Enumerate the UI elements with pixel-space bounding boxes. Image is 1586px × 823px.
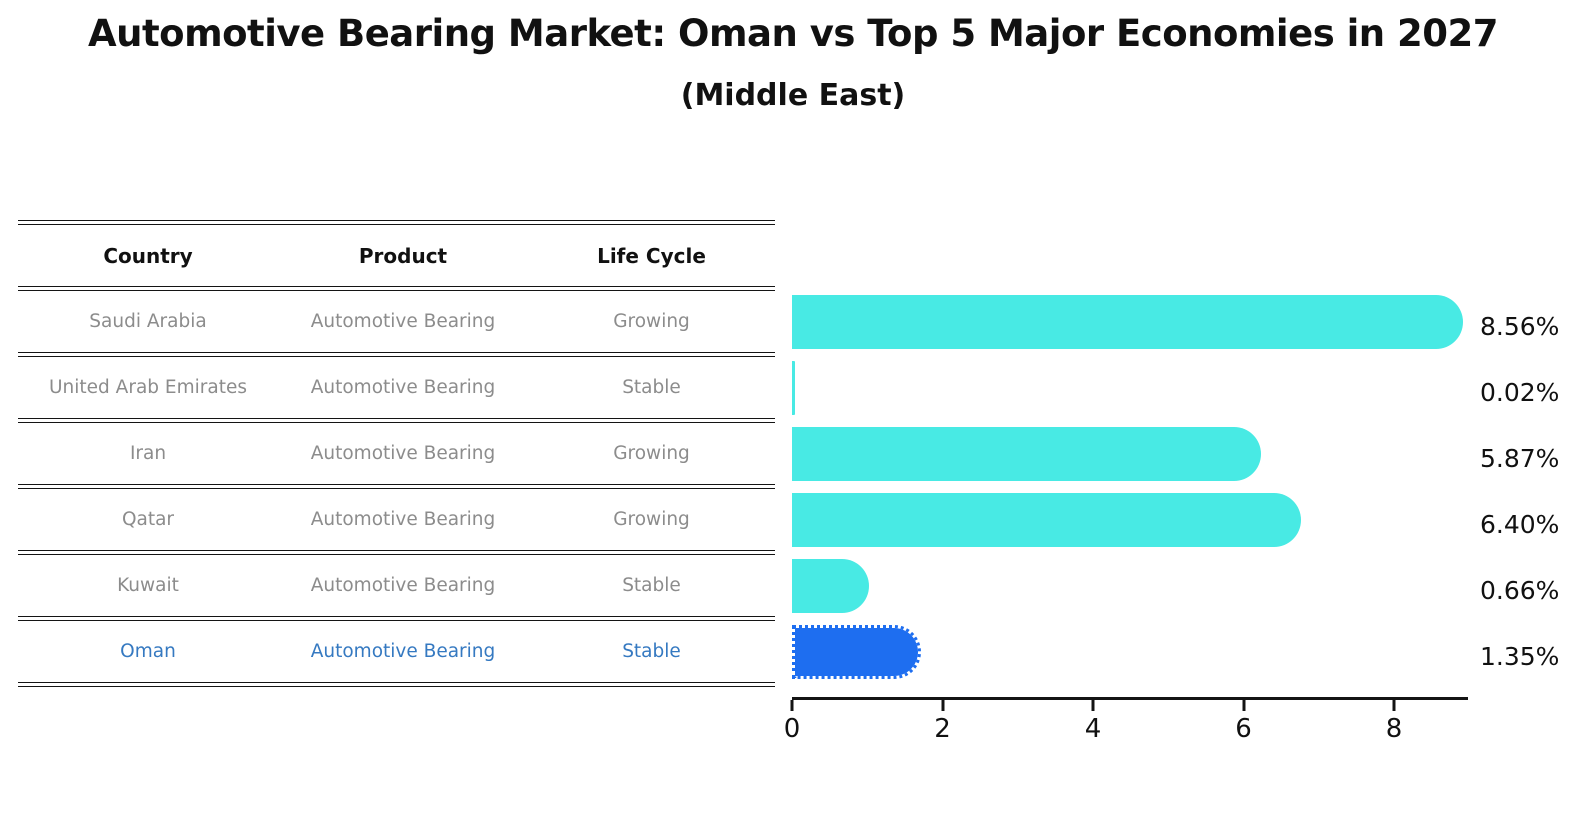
country-cell: United Arab Emirates xyxy=(49,377,247,398)
product-cell: Automotive Bearing xyxy=(310,641,496,662)
bar-kuwait xyxy=(792,558,869,613)
column-header-country: Country xyxy=(103,243,193,268)
life-cycle-cell: Growing xyxy=(613,443,690,464)
table-rule-header-bottom xyxy=(18,286,775,291)
life-cycle-cell: Stable xyxy=(622,575,681,596)
table-header-row: Country Product Life Cycle xyxy=(18,225,775,286)
chart-subtitle: (Middle East) xyxy=(680,78,906,113)
product-cell: Automotive Bearing xyxy=(310,443,496,464)
x-axis-line xyxy=(792,697,1468,700)
product-cell: Automotive Bearing xyxy=(310,509,496,530)
bar-value-label-qatar: 6.40% xyxy=(1480,510,1560,539)
x-tick-label-6: 6 xyxy=(1235,714,1252,744)
country-cell: Iran xyxy=(129,443,167,464)
table-row-iran: Iran Automotive Bearing Growing xyxy=(18,423,775,484)
table-rule xyxy=(18,682,775,687)
x-tick-2 xyxy=(941,700,944,711)
bar-saudi-arabia xyxy=(792,294,1464,349)
table-rule xyxy=(18,352,775,357)
product-cell: Automotive Bearing xyxy=(310,377,496,398)
product-cell: Automotive Bearing xyxy=(310,575,496,596)
table-row-kuwait: Kuwait Automotive Bearing Stable xyxy=(18,555,775,616)
table-row-qatar: Qatar Automotive Bearing Growing xyxy=(18,489,775,550)
country-cell: Saudi Arabia xyxy=(89,311,207,332)
table-rule xyxy=(18,484,775,489)
bar-value-label-iran: 5.87% xyxy=(1480,444,1560,473)
bar-value-label-united-arab-emirates: 0.02% xyxy=(1480,378,1560,407)
life-cycle-cell: Stable xyxy=(622,641,681,662)
bar-value-label-kuwait: 0.66% xyxy=(1480,576,1560,605)
x-tick-label-2: 2 xyxy=(934,714,951,744)
comparison-table-body: Saudi Arabia Automotive Bearing Growing Uni… xyxy=(18,291,775,687)
country-cell: Kuwait xyxy=(117,575,179,596)
bar-united-arab-emirates xyxy=(792,360,795,415)
life-cycle-cell: Stable xyxy=(622,377,681,398)
comparison-table: Country Product Life Cycle Saudi Arabia A… xyxy=(18,220,775,687)
country-cell: Qatar xyxy=(121,509,175,530)
table-row-united-arab-emirates: United Arab Emirates Automotive Bearing St… xyxy=(18,357,775,418)
table-rule xyxy=(18,418,775,423)
bar-qatar xyxy=(792,492,1301,547)
x-tick-6 xyxy=(1242,700,1245,711)
column-header-life-cycle: Life Cycle xyxy=(597,243,706,268)
x-tick-label-0: 0 xyxy=(783,714,801,744)
table-rule xyxy=(18,616,775,621)
life-cycle-cell: Growing xyxy=(613,311,690,332)
table-row-oman: Oman Automotive Bearing Stable xyxy=(18,621,775,682)
x-tick-4 xyxy=(1091,700,1095,711)
x-tick-0 xyxy=(790,700,794,711)
bar-value-label-oman: 1.35% xyxy=(1480,642,1560,671)
bar-iran xyxy=(792,426,1261,481)
product-cell: Automotive Bearing xyxy=(310,311,496,332)
bar-value-label-saudi-arabia: 8.56% xyxy=(1480,312,1560,341)
bar-oman xyxy=(792,624,921,679)
life-cycle-cell: Growing xyxy=(613,509,690,530)
table-rule-top xyxy=(18,220,775,225)
x-tick-label-8: 8 xyxy=(1385,714,1403,744)
chart-title: Automotive Bearing Market: Oman vs Top 5… xyxy=(87,12,1499,55)
table-rule xyxy=(18,550,775,555)
country-cell: Oman xyxy=(120,641,176,662)
bar-chart-plot: 8.56% 0.02% 5.87% 6.40% 0.66% 1.35% 0 2 4 6 8 xyxy=(784,220,1586,780)
table-row-saudi-arabia: Saudi Arabia Automotive Bearing Growing xyxy=(18,291,775,352)
x-tick-label-4: 4 xyxy=(1084,714,1102,744)
column-header-product: Product xyxy=(358,243,448,268)
x-tick-8 xyxy=(1392,700,1396,711)
